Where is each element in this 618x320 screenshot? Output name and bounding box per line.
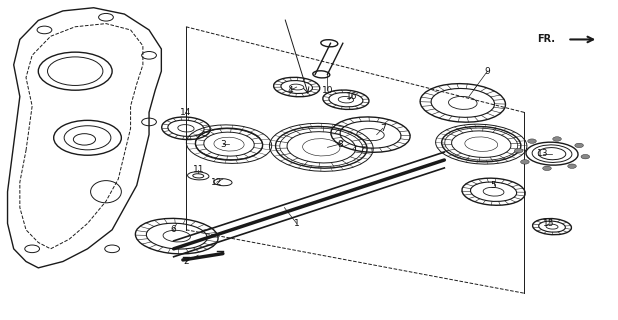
Circle shape [581,155,590,159]
Text: 6: 6 [171,225,177,234]
Text: 9: 9 [485,67,490,76]
Text: 13: 13 [537,149,549,158]
Text: 7: 7 [380,124,386,133]
Text: 2: 2 [183,257,188,266]
Text: 1: 1 [294,219,300,228]
Circle shape [575,143,583,148]
Text: 8: 8 [337,140,342,148]
Text: FR.: FR. [537,35,555,44]
Text: 5: 5 [491,181,496,190]
Circle shape [528,139,536,143]
Circle shape [543,166,551,171]
Text: 15: 15 [543,219,555,228]
Text: 12: 12 [211,178,222,187]
Text: 11: 11 [193,165,204,174]
Text: 10: 10 [322,86,333,95]
Text: 14: 14 [180,108,192,117]
Text: 16: 16 [346,92,358,101]
Circle shape [552,137,561,141]
Text: 4: 4 [288,86,294,95]
Circle shape [514,148,523,153]
Text: 3: 3 [220,140,226,148]
Circle shape [520,160,529,164]
Circle shape [568,164,577,168]
